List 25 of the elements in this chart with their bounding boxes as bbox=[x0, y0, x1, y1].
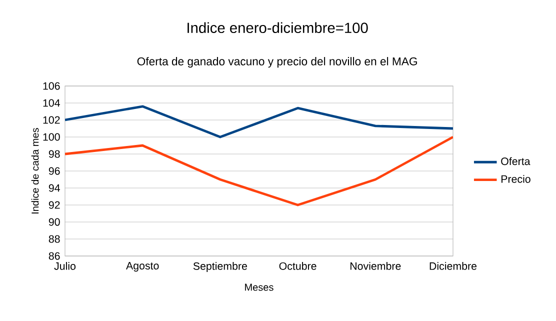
y-tick-label: 92 bbox=[48, 201, 60, 209]
y-tick-label: 100 bbox=[43, 133, 60, 141]
y-tick-label: 86 bbox=[48, 252, 60, 260]
x-tick-label: Agosto bbox=[126, 262, 159, 272]
y-tick-label: 88 bbox=[48, 235, 60, 243]
y-tick-label: 90 bbox=[48, 218, 60, 226]
line-series bbox=[65, 105, 453, 138]
chart-subtitle: Oferta de ganado vacuno y precio del novillo en el MAG bbox=[137, 57, 417, 68]
x-tick-label: Julio bbox=[54, 262, 76, 270]
y-tick-label: 106 bbox=[43, 82, 60, 90]
chart-title: Indice enero-diciembre=100 bbox=[188, 22, 368, 34]
x-tick-label: Diciembre bbox=[430, 262, 477, 270]
y-tick-label: 104 bbox=[43, 99, 60, 107]
line-series bbox=[65, 136, 453, 206]
x-tick-label: Octubre bbox=[279, 262, 316, 270]
x-tick-label: Septiembre bbox=[193, 262, 247, 272]
y-tick-label: 102 bbox=[43, 116, 60, 124]
x-tick-label: Noviembre bbox=[350, 262, 401, 270]
y-tick-label: 98 bbox=[48, 150, 60, 158]
y-tick-label: 96 bbox=[48, 167, 60, 175]
x-axis-title: Meses bbox=[245, 284, 274, 291]
legend-label: Precio bbox=[501, 174, 530, 183]
y-axis-title: Indice de cada mes bbox=[31, 128, 39, 214]
legend-label: Oferta bbox=[501, 157, 530, 166]
y-tick-label: 94 bbox=[48, 184, 60, 192]
